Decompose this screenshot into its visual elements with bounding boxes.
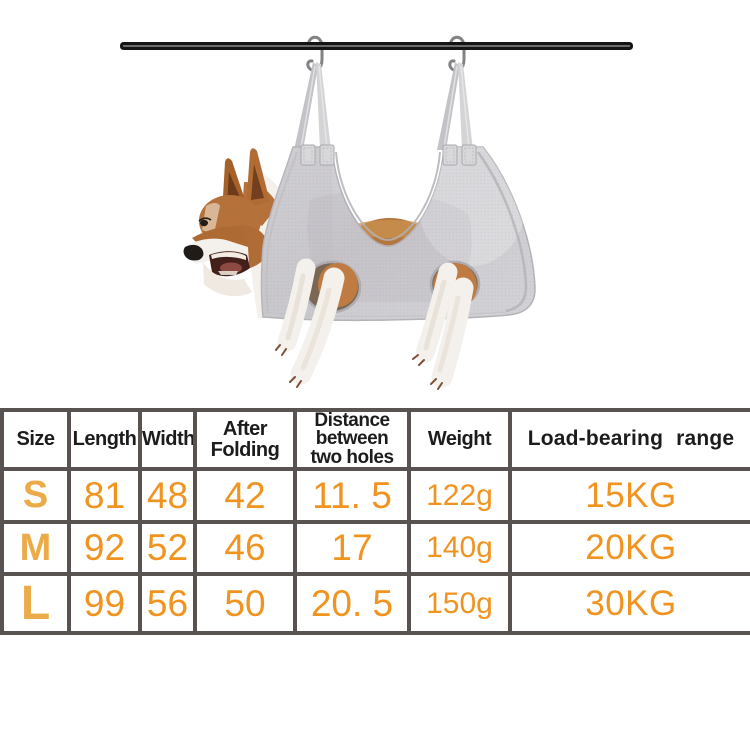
header-after-folding: After Folding — [193, 408, 297, 471]
dog-front-legs — [275, 258, 358, 388]
table-row-s: S 81 48 42 11. 5 122g 15KG — [0, 467, 750, 524]
strap-left — [294, 62, 331, 150]
dog-nose — [183, 244, 204, 261]
length-cell: 99 — [67, 572, 142, 635]
dog-hind-legs — [412, 262, 477, 390]
distance-cell: 20. 5 — [293, 572, 411, 635]
header-weight: Weight — [407, 408, 512, 471]
length-cell: 92 — [67, 520, 142, 576]
weight-cell: 122g — [407, 467, 512, 524]
table-row-m: M 92 52 46 17 140g 20KG — [0, 520, 750, 576]
size-cell: S — [0, 467, 71, 524]
load-bearing-cell: 15KG — [508, 467, 750, 524]
width-cell: 52 — [138, 520, 197, 576]
header-load-bearing-range: Load-bearing range — [508, 408, 750, 471]
table-row-l: L 99 56 50 20. 5 150g 30KG — [0, 572, 750, 635]
distance-cell: 11. 5 — [293, 467, 411, 524]
dog-head — [183, 148, 298, 318]
distance-cell: 17 — [293, 520, 411, 576]
load-bearing-cell: 30KG — [508, 572, 750, 635]
size-cell: L — [0, 572, 71, 635]
header-size: Size — [0, 408, 71, 471]
grooming-hammock-illustration — [120, 35, 633, 390]
size-chart-table: Size Length Width After Folding Distance… — [0, 408, 750, 635]
dog-ear-near-inner — [251, 164, 264, 200]
header-width: Width — [138, 408, 197, 471]
length-cell: 81 — [67, 467, 142, 524]
header-distance-between-two-holes: Distance between two holes — [293, 408, 411, 471]
after-folding-cell: 42 — [193, 467, 297, 524]
width-cell: 48 — [138, 467, 197, 524]
after-folding-cell: 46 — [193, 520, 297, 576]
hanger-rod — [120, 42, 633, 50]
dog-eye — [200, 219, 208, 227]
after-folding-cell: 50 — [193, 572, 297, 635]
header-length: Length — [67, 408, 142, 471]
weight-cell: 150g — [407, 572, 512, 635]
product-photo — [120, 35, 633, 390]
width-cell: 56 — [138, 572, 197, 635]
strap-right — [437, 62, 473, 150]
header-row: Size Length Width After Folding Distance… — [0, 408, 750, 471]
load-bearing-cell: 20KG — [508, 520, 750, 576]
weight-cell: 140g — [407, 520, 512, 576]
strap-buckles — [300, 144, 477, 166]
size-cell: M — [0, 520, 71, 576]
dog-mouth — [209, 251, 250, 277]
